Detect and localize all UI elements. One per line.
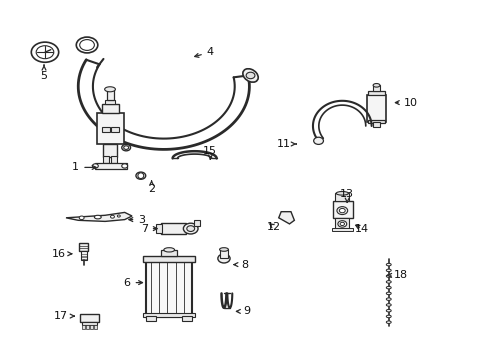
Text: 9: 9 xyxy=(236,306,250,316)
Ellipse shape xyxy=(372,84,379,87)
Bar xyxy=(366,95,386,122)
Bar xyxy=(111,156,117,163)
Ellipse shape xyxy=(340,222,344,225)
Bar xyxy=(367,91,385,95)
Ellipse shape xyxy=(386,287,390,289)
Bar xyxy=(90,325,93,329)
Bar xyxy=(102,144,117,157)
Bar xyxy=(111,127,119,132)
Bar xyxy=(335,218,348,229)
Text: 10: 10 xyxy=(395,98,417,108)
Polygon shape xyxy=(66,212,132,221)
Circle shape xyxy=(110,215,114,218)
Ellipse shape xyxy=(337,221,346,227)
Text: 16: 16 xyxy=(52,249,72,259)
Ellipse shape xyxy=(336,192,347,195)
Bar xyxy=(82,325,85,329)
Bar xyxy=(332,201,352,218)
Ellipse shape xyxy=(336,207,347,215)
Bar xyxy=(102,127,109,132)
Bar xyxy=(143,313,194,317)
Circle shape xyxy=(31,42,59,62)
Circle shape xyxy=(313,137,323,144)
Ellipse shape xyxy=(123,146,128,149)
Ellipse shape xyxy=(218,254,230,263)
Bar xyxy=(81,251,86,260)
Ellipse shape xyxy=(386,315,390,318)
Bar xyxy=(193,220,200,226)
Polygon shape xyxy=(278,212,294,224)
Circle shape xyxy=(245,72,254,79)
Text: 17: 17 xyxy=(54,311,74,321)
Bar xyxy=(335,193,348,201)
Bar xyxy=(106,89,114,100)
Ellipse shape xyxy=(138,173,143,179)
Bar xyxy=(102,156,108,163)
Ellipse shape xyxy=(122,164,127,168)
Bar xyxy=(220,249,227,258)
Bar xyxy=(95,163,127,169)
Ellipse shape xyxy=(386,264,390,266)
Circle shape xyxy=(79,216,84,220)
Circle shape xyxy=(80,40,94,50)
Circle shape xyxy=(76,37,98,53)
Circle shape xyxy=(36,46,54,59)
Ellipse shape xyxy=(122,144,130,151)
Ellipse shape xyxy=(386,281,390,283)
Bar xyxy=(161,223,185,234)
Text: 1: 1 xyxy=(72,162,96,172)
Bar xyxy=(145,316,155,321)
Bar xyxy=(331,228,352,231)
Ellipse shape xyxy=(136,172,145,179)
Bar xyxy=(143,256,194,262)
Text: 7: 7 xyxy=(141,224,157,234)
Bar xyxy=(86,325,89,329)
Text: 15: 15 xyxy=(203,146,217,159)
Text: 8: 8 xyxy=(234,260,247,270)
Text: 14: 14 xyxy=(354,224,368,234)
Ellipse shape xyxy=(94,215,101,219)
Circle shape xyxy=(117,215,120,217)
Bar xyxy=(80,314,99,322)
Ellipse shape xyxy=(243,69,258,82)
Text: 11: 11 xyxy=(276,139,296,149)
Bar xyxy=(102,104,119,113)
Bar xyxy=(372,85,380,91)
Bar xyxy=(145,261,192,317)
Bar xyxy=(105,100,115,104)
Bar xyxy=(161,250,177,256)
Ellipse shape xyxy=(92,164,98,168)
Bar xyxy=(81,322,97,325)
Bar xyxy=(94,325,97,329)
Bar xyxy=(182,316,191,321)
Ellipse shape xyxy=(386,275,390,277)
Bar xyxy=(79,243,88,251)
Bar xyxy=(155,224,162,233)
Ellipse shape xyxy=(386,298,390,300)
Text: 2: 2 xyxy=(148,181,155,194)
Bar xyxy=(97,113,123,144)
Ellipse shape xyxy=(186,226,194,231)
Text: 6: 6 xyxy=(123,278,142,288)
Ellipse shape xyxy=(386,309,390,312)
Text: 13: 13 xyxy=(340,189,353,202)
Ellipse shape xyxy=(386,292,390,294)
Bar xyxy=(367,120,385,123)
Ellipse shape xyxy=(386,321,390,323)
Ellipse shape xyxy=(163,248,174,252)
Ellipse shape xyxy=(386,269,390,271)
Text: 3: 3 xyxy=(129,215,145,225)
Text: 18: 18 xyxy=(387,270,407,280)
Bar xyxy=(372,122,380,127)
Ellipse shape xyxy=(104,87,115,92)
Ellipse shape xyxy=(219,248,228,251)
Text: 4: 4 xyxy=(194,47,213,57)
Text: 5: 5 xyxy=(41,65,47,81)
Ellipse shape xyxy=(386,303,390,306)
Ellipse shape xyxy=(339,208,345,213)
Ellipse shape xyxy=(183,223,198,234)
Text: 12: 12 xyxy=(266,222,280,232)
